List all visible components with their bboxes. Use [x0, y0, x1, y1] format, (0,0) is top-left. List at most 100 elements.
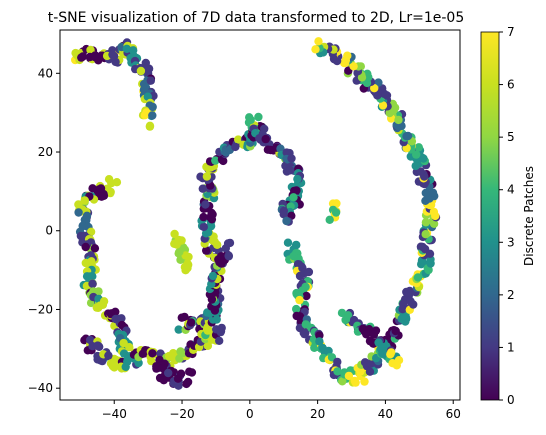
points-layer — [71, 37, 441, 390]
scatter-point — [81, 242, 90, 252]
scatter-point — [314, 37, 323, 46]
scatter-point — [356, 367, 365, 376]
colorbar-tick-label: 5 — [507, 130, 515, 144]
scatter-point — [186, 318, 196, 327]
scatter-point — [199, 222, 208, 232]
scatter-point — [304, 267, 314, 277]
scatter-point — [403, 131, 413, 141]
scatter-point — [184, 260, 193, 269]
scatter-point — [426, 259, 435, 268]
y-axis: −40 −20 0 20 40 — [28, 66, 60, 395]
scatter-point — [86, 227, 96, 236]
scatter-point — [292, 304, 301, 314]
scatter-point — [300, 329, 309, 339]
scatter-point — [207, 208, 216, 218]
x-tick-label: −40 — [102, 407, 127, 421]
scatter-point — [174, 325, 183, 334]
scatter-point — [429, 207, 439, 217]
scatter-point — [109, 51, 119, 61]
scatter-point — [283, 238, 293, 247]
scatter-point — [187, 368, 197, 377]
scatter-point — [360, 377, 369, 386]
scatter-point — [174, 235, 183, 245]
scatter-point — [421, 188, 430, 198]
scatter-point — [88, 279, 97, 288]
colorbar-tick-label: 0 — [507, 393, 515, 407]
scatter-point — [413, 273, 423, 282]
colorbar — [480, 31, 500, 401]
scatter-point — [429, 219, 439, 228]
scatter-point — [158, 363, 167, 373]
scatter-point — [74, 208, 83, 217]
scatter-point — [246, 115, 255, 125]
scatter-point — [208, 271, 218, 281]
scatter-point — [428, 188, 438, 197]
scatter-point — [392, 361, 401, 370]
plot-frame — [59, 29, 461, 401]
scatter-point — [181, 251, 190, 260]
y-tick-label: 0 — [45, 224, 53, 238]
scatter-point — [378, 101, 388, 110]
scatter-point — [104, 351, 113, 360]
scatter-point — [315, 337, 324, 346]
scatter-point — [90, 244, 100, 253]
scatter-point — [282, 148, 291, 157]
chart-title: t-SNE visualization of 7D data transform… — [48, 10, 465, 26]
scatter-point — [261, 134, 270, 144]
scatter-point — [98, 356, 107, 366]
scatter-point — [391, 326, 400, 336]
colorbar-label: Discrete Patches — [522, 166, 536, 266]
scatter-point — [421, 230, 430, 239]
scatter-point — [201, 200, 210, 209]
scatter-point — [211, 156, 220, 165]
x-tick-label: 0 — [246, 407, 254, 421]
scatter-point — [202, 246, 211, 255]
scatter-point — [394, 115, 403, 125]
colorbar-tick-label: 4 — [507, 183, 515, 197]
scatter-point — [365, 367, 375, 376]
scatter-point — [332, 199, 341, 208]
scatter-point — [418, 242, 427, 252]
scatter-point — [207, 215, 217, 224]
scatter-point — [145, 122, 155, 131]
x-axis: −40 −20 0 20 40 60 — [102, 400, 461, 421]
y-tick-label: −40 — [28, 381, 53, 395]
scatter-point — [286, 166, 295, 175]
scatter-point — [231, 142, 240, 152]
scatter-point — [338, 377, 347, 386]
scatter-point — [152, 364, 161, 373]
scatter-point — [88, 272, 97, 281]
scatter-point — [80, 196, 90, 205]
scatter-point — [295, 295, 304, 305]
scatter-point — [411, 161, 420, 171]
scatter-point — [349, 62, 358, 71]
scatter-point — [164, 368, 173, 378]
colorbar-ticks: 0 1 2 3 4 5 6 7 — [499, 25, 515, 407]
scatter-point — [331, 208, 341, 217]
scatter-point — [370, 84, 379, 93]
scatter-point — [289, 193, 298, 202]
colorbar-tick-label: 7 — [507, 25, 515, 39]
scatter-point — [216, 327, 225, 337]
scatter-point — [122, 44, 131, 53]
scatter-point — [406, 297, 415, 306]
y-tick-label: 20 — [38, 145, 53, 159]
scatter-point — [199, 212, 208, 222]
x-tick-label: −20 — [169, 407, 194, 421]
scatter-point — [183, 377, 193, 387]
colorbar-tick-label: 1 — [507, 340, 515, 354]
scatter-point — [143, 92, 152, 101]
scatter-point — [369, 330, 379, 339]
scatter-point — [175, 247, 184, 257]
scatter-point — [134, 358, 143, 368]
y-tick-label: 40 — [38, 66, 53, 80]
scatter-point — [125, 343, 134, 352]
scatter-point — [343, 51, 352, 60]
scatter-point — [302, 291, 311, 301]
scatter-point — [106, 359, 116, 368]
scatter-point — [311, 45, 320, 54]
scatter-point — [340, 58, 349, 68]
scatter-point — [254, 112, 263, 122]
scatter-point — [362, 330, 371, 339]
scatter-point — [93, 341, 102, 350]
